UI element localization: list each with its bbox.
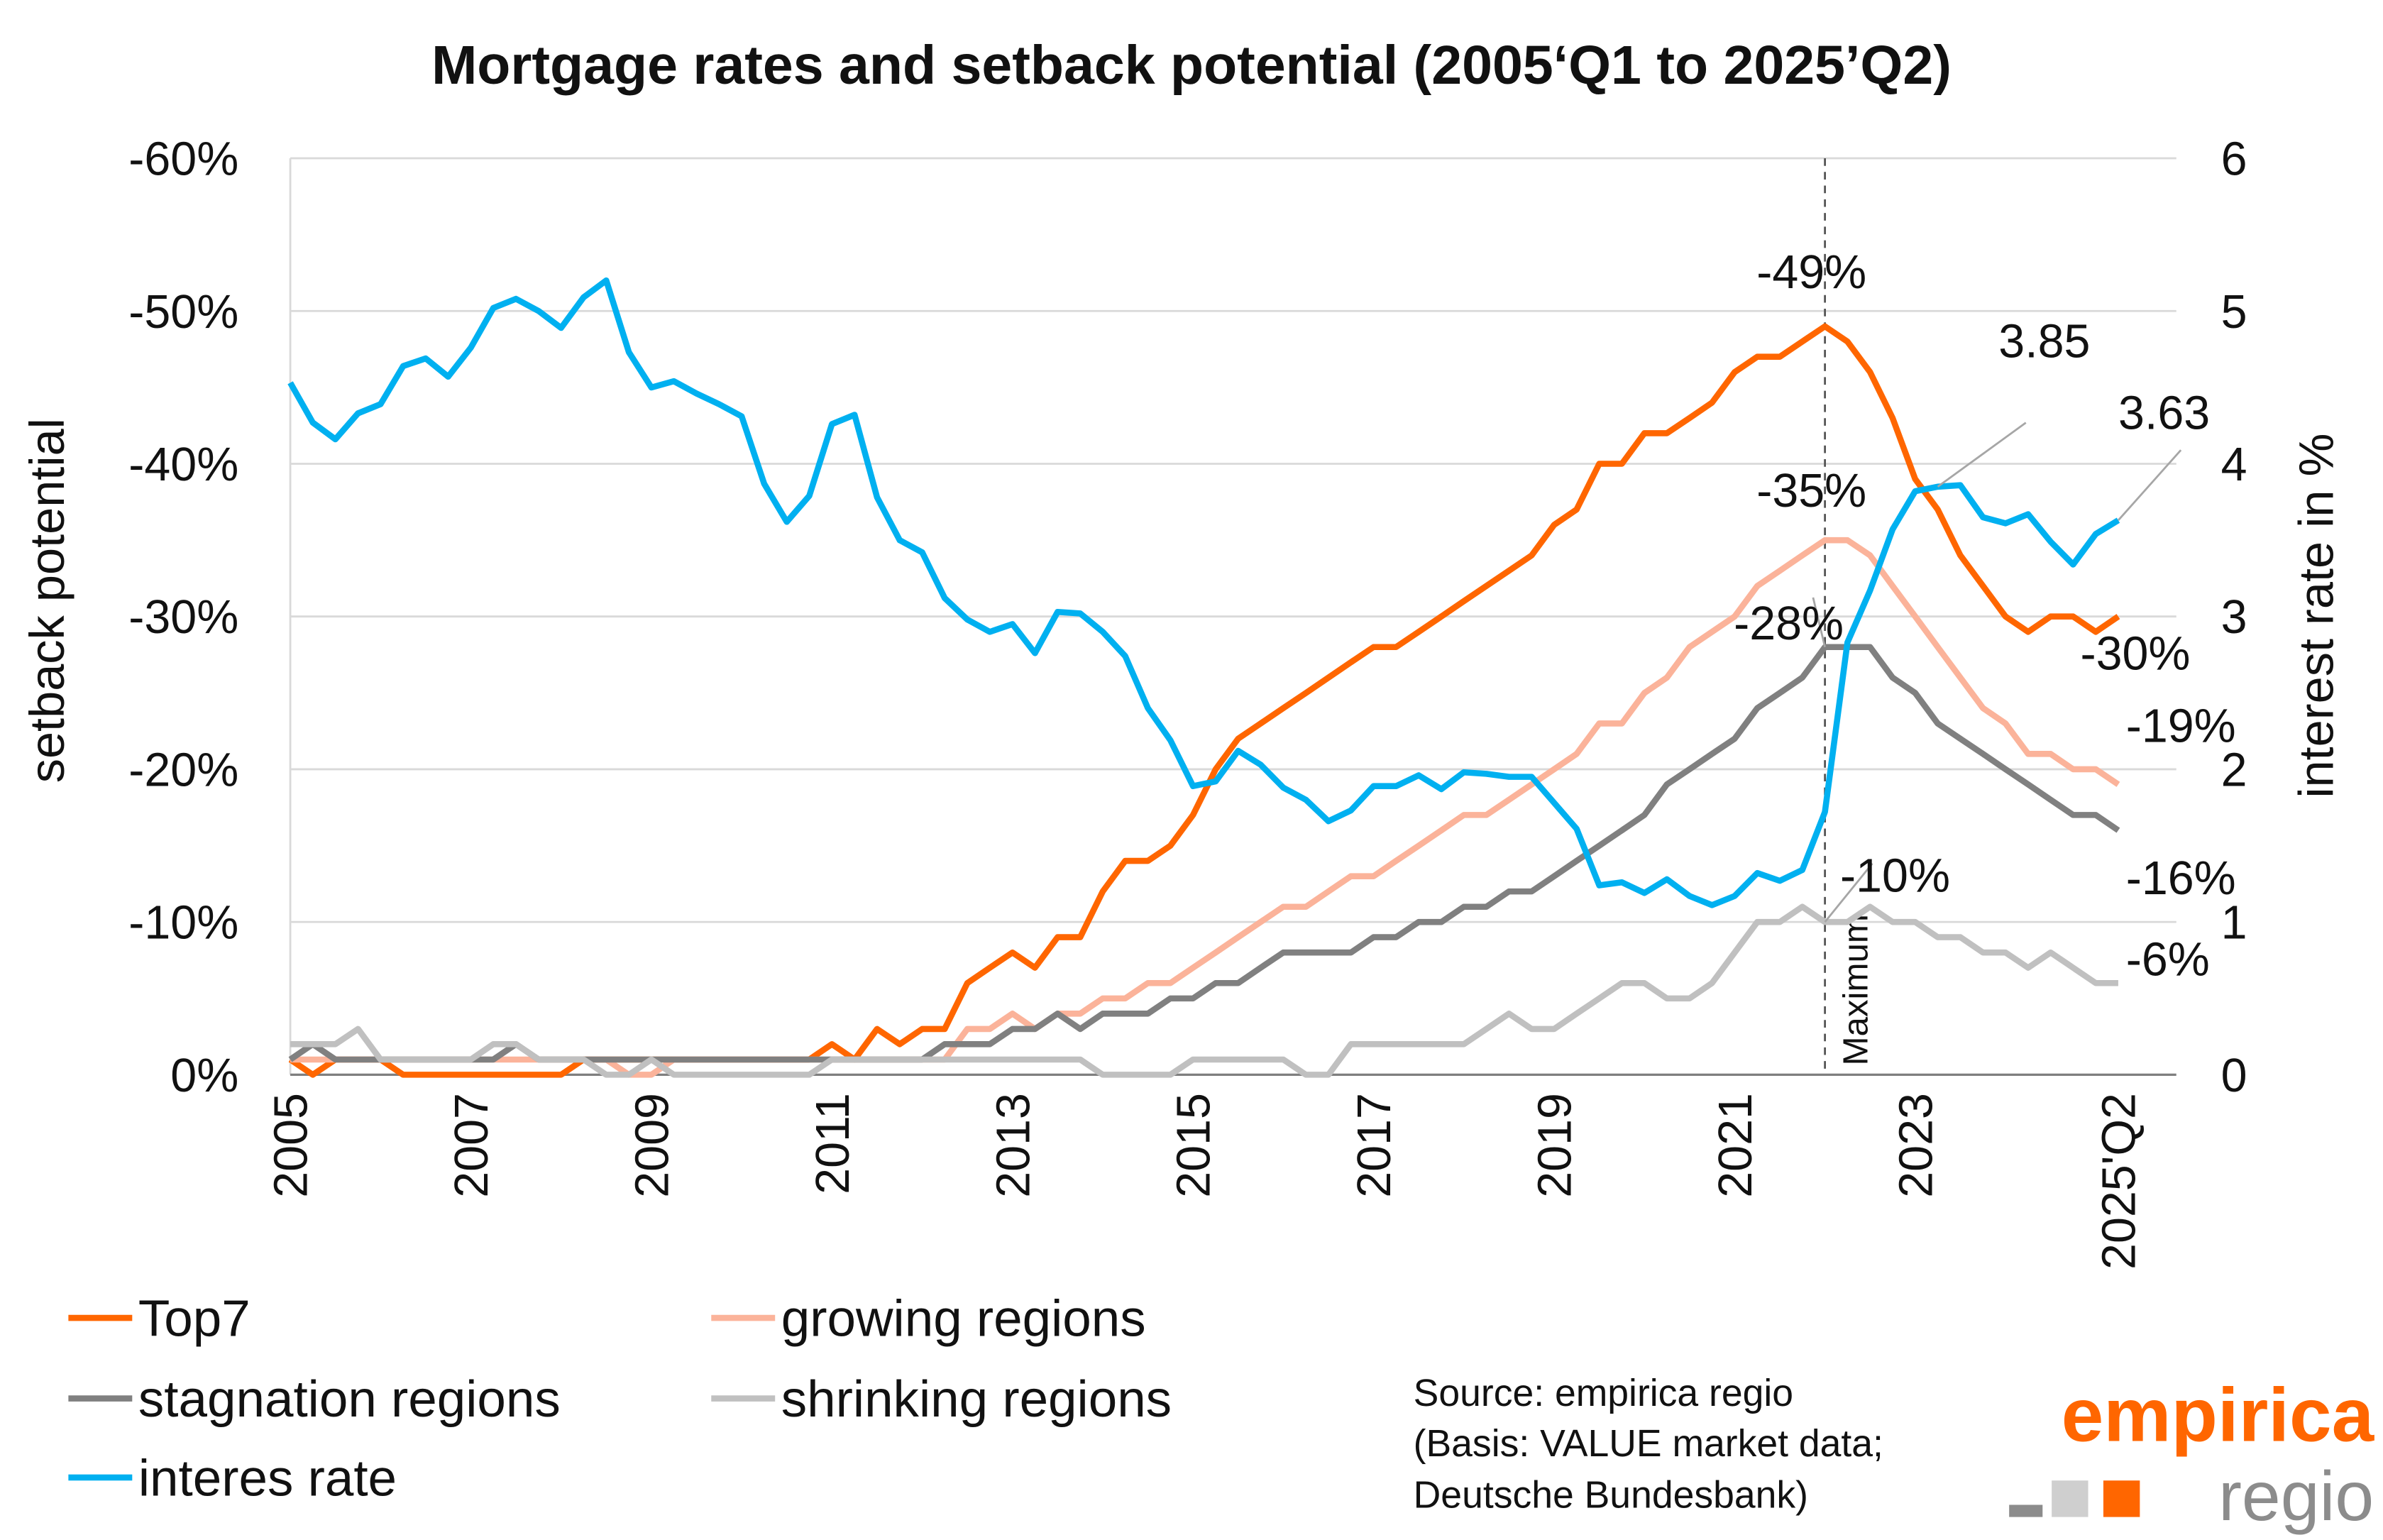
source-line-1: Source: empirica regio — [1414, 1373, 1793, 1414]
data-label: -10% — [1840, 849, 1950, 902]
legend-item: Top7 — [68, 1290, 251, 1348]
legend-item: stagnation regions — [68, 1370, 561, 1428]
data-label: -6% — [2126, 934, 2210, 986]
maximum-marker-label: Maximum — [1837, 914, 1876, 1065]
y2-tick-label: 3 — [2221, 591, 2247, 644]
x-tick-label: 2009 — [626, 1093, 678, 1198]
y2-tick-label: 4 — [2221, 439, 2247, 491]
data-label: -16% — [2126, 852, 2236, 905]
legend-item: growing regions — [711, 1290, 1146, 1348]
y-tick-label: -60% — [128, 133, 238, 186]
annotation-leader-line — [1937, 422, 2027, 488]
legend-item: shrinking regions — [711, 1370, 1172, 1428]
y-tick-label: -50% — [128, 286, 238, 339]
x-tick-label: 2013 — [987, 1093, 1040, 1198]
x-tick-label: 2007 — [446, 1093, 498, 1198]
x-tick-label: 2015 — [1168, 1093, 1221, 1198]
series-line-shrinking-regions — [290, 903, 2118, 1078]
logo-empirica: empirica — [2062, 1373, 2375, 1458]
data-label: -28% — [1734, 598, 1844, 650]
legend-label: growing regions — [781, 1290, 1146, 1348]
y-tick-label: -10% — [128, 897, 238, 950]
y-tick-label: 0% — [170, 1050, 238, 1102]
logo-square-1 — [2009, 1505, 2043, 1517]
y2-tick-label: 2 — [2221, 744, 2247, 796]
x-tick-label: 2019 — [1529, 1093, 1582, 1198]
legend-label: interes rate — [138, 1450, 397, 1507]
source-line-2: (Basis: VALUE market data; — [1414, 1423, 1883, 1465]
data-label: -19% — [2126, 700, 2236, 752]
empirica-logo: empirica regio — [2009, 1373, 2375, 1535]
x-tick-label: 2023 — [1890, 1093, 1942, 1198]
y2-axis-label: interest rate in % — [2289, 434, 2343, 798]
y2-tick-label: 5 — [2221, 286, 2247, 339]
y-tick-label: -30% — [128, 591, 238, 644]
y-tick-label: -40% — [128, 439, 238, 491]
legend-item: interes rate — [68, 1450, 397, 1507]
y2-tick-label: 6 — [2221, 133, 2247, 186]
logo-regio: regio — [2218, 1457, 2374, 1535]
series-line-interes-rate — [287, 277, 2120, 908]
data-label: 3.85 — [1998, 316, 2090, 368]
chart-title: Mortgage rates and setback potential (20… — [431, 35, 1952, 96]
series-line-stagnation-regions — [288, 644, 2120, 1063]
x-tick-label: 2025'Q2 — [2093, 1093, 2146, 1270]
annotation-leader-line — [1812, 597, 1826, 648]
y2-tick-label: 1 — [2221, 897, 2247, 950]
logo-square-3 — [2103, 1480, 2140, 1517]
annotation-leader-line — [2118, 449, 2182, 522]
x-tick-label: 2011 — [807, 1093, 859, 1194]
y-axis-label: setback potential — [20, 418, 75, 783]
x-tick-label: 2017 — [1348, 1093, 1401, 1198]
legend-label: stagnation regions — [138, 1370, 561, 1428]
legend-label: Top7 — [138, 1290, 251, 1348]
logo-square-2 — [2052, 1480, 2088, 1517]
data-label: -30% — [2081, 628, 2191, 681]
y-tick-label: -20% — [128, 744, 238, 796]
legend-label: shrinking regions — [781, 1370, 1172, 1428]
annotation-leader-line — [1824, 862, 1873, 923]
data-label: 3.63 — [2118, 387, 2210, 440]
source-line-3: Deutsche Bundesbank) — [1414, 1475, 1808, 1517]
x-tick-label: 2021 — [1710, 1093, 1762, 1198]
data-label: -49% — [1756, 246, 1866, 299]
source-note: Source: empirica regio (Basis: VALUE mar… — [1414, 1373, 1883, 1516]
y2-tick-label: 0 — [2221, 1050, 2247, 1102]
data-label: -35% — [1756, 465, 1866, 517]
x-tick-label: 2005 — [265, 1093, 318, 1198]
